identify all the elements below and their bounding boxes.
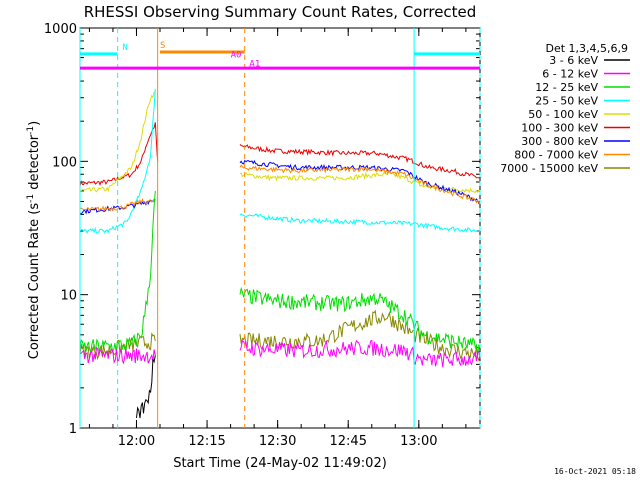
x-tick-label: 12:45	[330, 434, 367, 449]
y-tick-label: 100	[52, 155, 77, 170]
series-line	[79, 91, 156, 193]
x-tick-label: 12:15	[188, 434, 225, 449]
series-line	[239, 164, 481, 204]
series-line	[239, 286, 481, 356]
x-axis-label: Start Time (24-May-02 11:49:02)	[173, 456, 387, 471]
x-tick-label: 12:00	[118, 434, 155, 449]
series-line	[79, 190, 156, 354]
legend-title: Det 1,3,4,5,6,9	[545, 42, 628, 55]
legend-entry: 50 - 100 keV	[528, 108, 598, 121]
chart-title: RHESSI Observing Summary Count Rates, Co…	[84, 3, 477, 21]
legend-entry: 300 - 800 keV	[521, 135, 598, 148]
series-lines	[79, 88, 481, 419]
y-tick-label: 1	[69, 422, 77, 437]
legend-entry: 12 - 25 keV	[535, 81, 598, 94]
legend-entry: 800 - 7000 keV	[514, 149, 598, 162]
y-axis-label: Corrected Count Rate (s-1 detector-1)	[26, 121, 42, 359]
timestamp: 16-Oct-2021 05:18	[554, 467, 636, 476]
legend-entry: 6 - 12 keV	[542, 68, 598, 81]
annotation-label: A1	[249, 60, 260, 70]
x-tick-label: 13:00	[400, 434, 437, 449]
axis-ticks: 12:00 12:15 12:30 12:45 13:00 1 10 100 1000	[44, 22, 480, 449]
y-tick-label: 10	[60, 289, 77, 304]
series-line	[239, 159, 481, 205]
series-line	[239, 339, 481, 368]
plot-frame	[79, 27, 481, 429]
annotation-label: A0	[231, 51, 242, 61]
legend-entry: 100 - 300 keV	[521, 122, 598, 135]
series-line	[136, 355, 156, 419]
x-tick-label: 12:30	[259, 434, 296, 449]
legend-entry: 3 - 6 keV	[549, 54, 598, 67]
series-line	[79, 122, 159, 187]
series-line	[79, 198, 156, 215]
series-line	[239, 309, 481, 362]
legend-entry: 25 - 50 keV	[535, 95, 598, 108]
legend-entry: 7000 - 15000 keV	[500, 162, 598, 175]
series-line	[79, 332, 156, 361]
annotation-label: S	[160, 41, 165, 51]
annotation-label: N	[122, 43, 127, 53]
y-tick-label: 1000	[44, 22, 77, 37]
series-line	[239, 144, 481, 179]
annotations: S N A0 A1	[79, 28, 481, 428]
series-line	[239, 213, 481, 233]
